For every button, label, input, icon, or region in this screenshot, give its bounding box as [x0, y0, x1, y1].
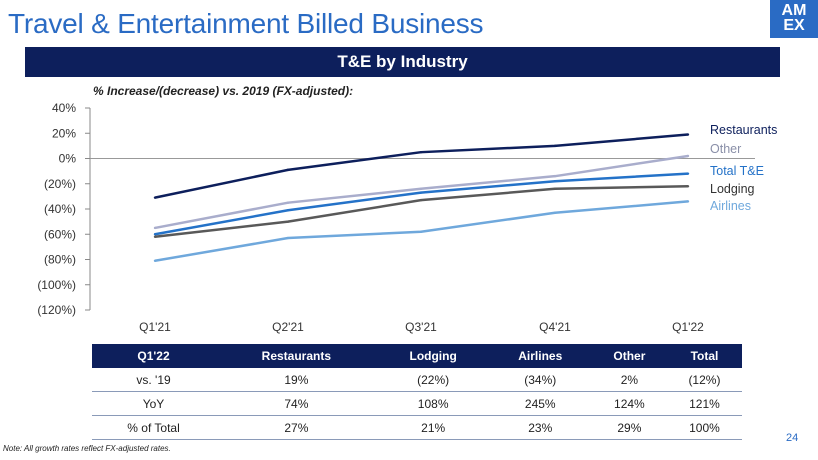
- y-tick-label: (120%): [37, 303, 76, 317]
- data-point: [553, 174, 557, 178]
- table-header-cell: Lodging: [377, 344, 489, 368]
- amex-logo: AM EX: [770, 0, 818, 38]
- data-point: [553, 180, 557, 183]
- data-point: [686, 133, 690, 136]
- x-tick-label: Q3'21: [405, 320, 437, 334]
- table-cell: 74%: [215, 391, 378, 416]
- data-point: [419, 230, 423, 233]
- table-cell: 29%: [591, 415, 667, 440]
- y-tick-label: (40%): [44, 202, 76, 216]
- y-tick-label: 0%: [59, 152, 77, 166]
- page-title: Travel & Entertainment Billed Business: [8, 8, 484, 39]
- data-point: [419, 150, 423, 154]
- y-tick-label: (100%): [37, 278, 76, 292]
- data-point: [419, 187, 423, 190]
- data-point: [153, 226, 157, 230]
- table-cell: 100%: [666, 415, 742, 440]
- y-tick-label: 20%: [52, 126, 76, 140]
- data-point: [153, 233, 157, 236]
- table-cell: 121%: [666, 391, 742, 416]
- x-tick-label: Q4'21: [539, 320, 571, 334]
- table-row: vs. '19 19% (22%) (34%) 2% (12%): [92, 368, 742, 392]
- table-header-cell: Q1'22: [92, 344, 216, 368]
- table-header-cell: Other: [591, 344, 667, 368]
- table-cell: 23%: [488, 415, 592, 440]
- data-point: [553, 187, 557, 190]
- x-tick-label: Q2'21: [272, 320, 304, 334]
- table-cell: 124%: [591, 391, 667, 416]
- table-cell: (34%): [488, 368, 592, 392]
- table-header-cell: Airlines: [488, 344, 592, 368]
- data-point: [286, 236, 290, 240]
- table-row: YoY 74% 108% 245% 124% 121%: [92, 391, 742, 416]
- data-point: [686, 172, 690, 175]
- table-cell: 21%: [377, 415, 489, 440]
- series-line-total-t-e: [154, 172, 689, 236]
- data-point: [686, 200, 690, 203]
- y-tick-label: 40%: [52, 101, 76, 115]
- data-point: [286, 168, 290, 172]
- legend-label: Other: [710, 142, 741, 156]
- table-header-row: Q1'22 Restaurants Lodging Airlines Other…: [92, 344, 742, 368]
- data-point: [153, 259, 157, 262]
- legend-label: Airlines: [710, 199, 751, 213]
- footnote: Note: All growth rates reflect FX-adjust…: [3, 444, 171, 453]
- table-cell: 245%: [488, 391, 592, 416]
- x-tick-label: Q1'22: [672, 320, 704, 334]
- table-cell: 2%: [591, 368, 667, 392]
- y-tick-label: (20%): [44, 177, 76, 191]
- data-point: [286, 209, 290, 212]
- table-cell: 108%: [377, 391, 489, 416]
- table-cell: (22%): [377, 368, 489, 392]
- data-point: [553, 144, 557, 148]
- table-row: % of Total 27% 21% 23% 29% 100%: [92, 415, 742, 440]
- x-tick-label: Q1'21: [139, 320, 171, 334]
- industry-table: Q1'22 Restaurants Lodging Airlines Other…: [92, 344, 742, 440]
- table-cell: % of Total: [92, 415, 216, 440]
- table-cell: YoY: [92, 391, 216, 416]
- table-header-cell: Total: [666, 344, 742, 368]
- table-cell: (12%): [666, 368, 742, 392]
- legend-label: Lodging: [710, 182, 755, 196]
- table-cell: 19%: [215, 368, 378, 392]
- chart-subtitle: % Increase/(decrease) vs. 2019 (FX-adjus…: [93, 84, 354, 98]
- table-cell: 27%: [215, 415, 378, 440]
- y-tick-label: (80%): [44, 253, 76, 267]
- data-point: [686, 185, 690, 188]
- table-header-cell: Restaurants: [215, 344, 378, 368]
- legend-label: Total T&E: [710, 164, 764, 178]
- y-tick-label: (60%): [44, 227, 76, 241]
- legend-label: Restaurants: [710, 123, 777, 137]
- data-point: [286, 220, 290, 223]
- chart-banner: T&E by Industry: [25, 47, 780, 77]
- data-point: [553, 211, 557, 214]
- page-number: 24: [786, 432, 799, 444]
- data-point: [419, 198, 423, 202]
- data-point: [153, 196, 157, 199]
- data-point: [153, 235, 157, 238]
- data-point: [686, 154, 690, 158]
- table-cell: vs. '19: [92, 368, 216, 392]
- data-point: [286, 201, 290, 204]
- data-point: [419, 191, 423, 194]
